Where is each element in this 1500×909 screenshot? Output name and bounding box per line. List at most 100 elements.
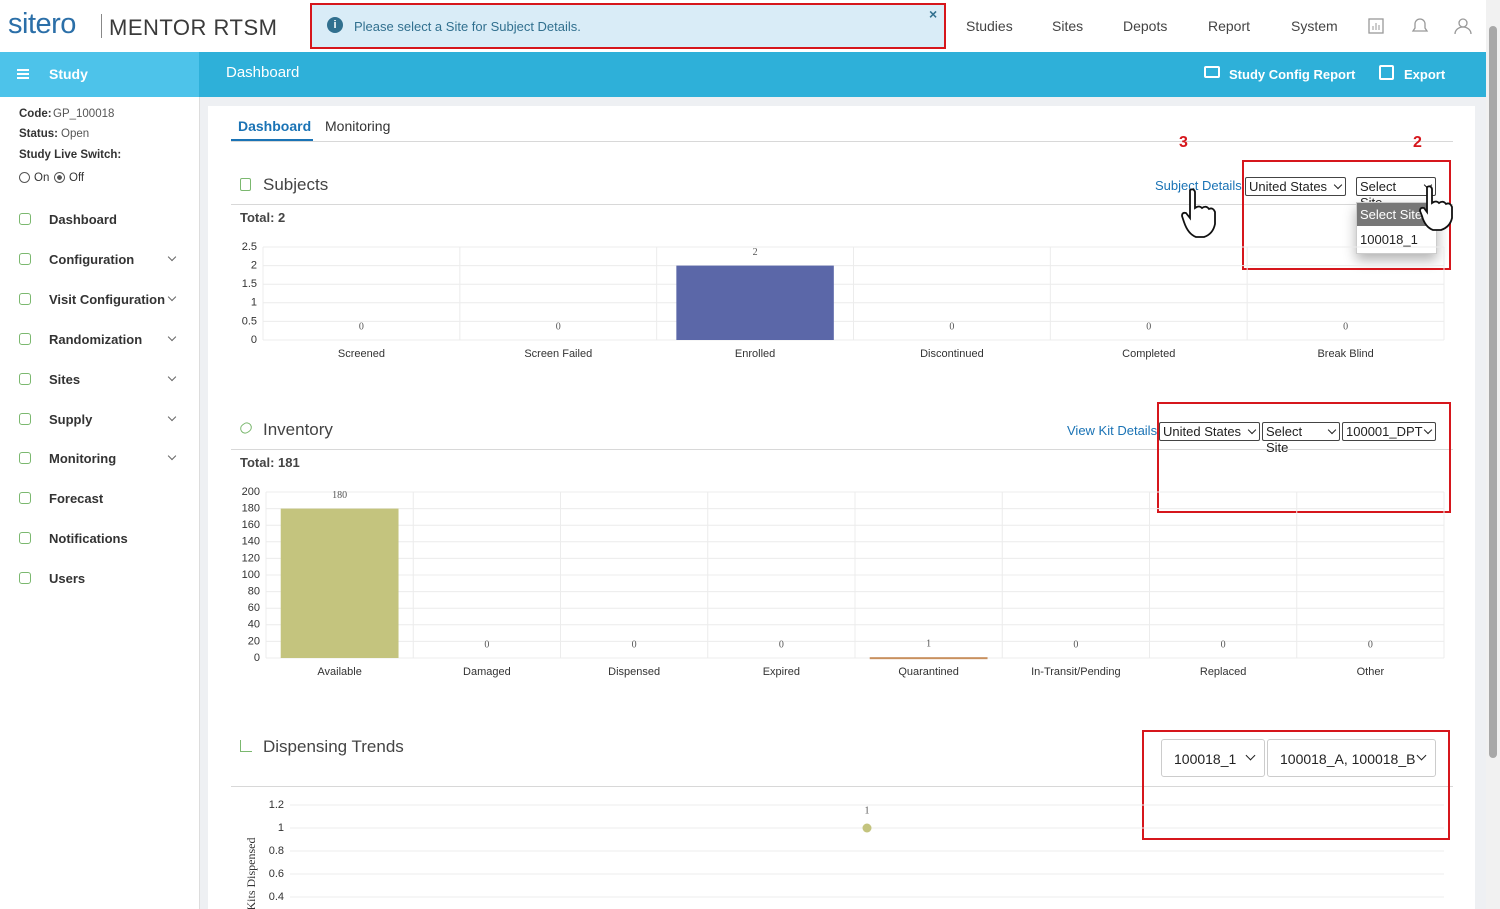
menu-item[interactable]: Sites bbox=[49, 371, 81, 387]
hand-cursor bbox=[1419, 185, 1453, 231]
country-select[interactable]: United States bbox=[1245, 177, 1346, 196]
value-label: 0 bbox=[484, 639, 489, 650]
study-config-report[interactable]: Study Config Report bbox=[1229, 67, 1356, 82]
view-kit-details-link[interactable]: View Kit Details bbox=[1067, 423, 1158, 438]
hand-cursor bbox=[1181, 188, 1216, 238]
y-tick-label: 200 bbox=[242, 486, 260, 498]
value-label: 0 bbox=[556, 321, 561, 332]
kit-select[interactable]: 100018_A, 100018_B bbox=[1267, 739, 1436, 777]
menu-icon bbox=[19, 213, 31, 225]
y-tick-label: 40 bbox=[248, 619, 260, 631]
y-tick-label: 160 bbox=[242, 519, 260, 531]
subjects-icon bbox=[240, 178, 251, 191]
report-icon[interactable] bbox=[1368, 18, 1384, 34]
total: Total: 2 bbox=[240, 210, 286, 225]
depot-select[interactable]: 100001_DPT bbox=[1342, 422, 1436, 441]
radio[interactable] bbox=[19, 172, 30, 183]
page-title: Dashboard bbox=[226, 64, 300, 81]
export-icon bbox=[1379, 65, 1394, 80]
header-icons bbox=[1368, 18, 1472, 35]
tab-divider bbox=[231, 141, 1453, 142]
point bbox=[862, 823, 872, 833]
nav-item[interactable]: Sites bbox=[1052, 18, 1084, 34]
toolbar bbox=[199, 52, 1486, 97]
section-divider bbox=[231, 449, 1453, 450]
logo-divider bbox=[101, 14, 102, 38]
menu-icon bbox=[19, 452, 31, 465]
trend-icon bbox=[240, 740, 252, 752]
value-label: 180 bbox=[332, 490, 347, 501]
scrollbar-thumb[interactable] bbox=[1489, 26, 1497, 758]
y-tick-label: 1.2 bbox=[269, 799, 284, 811]
y-tick-label: 1.5 bbox=[242, 278, 257, 290]
x-tick-label: Break Blind bbox=[1317, 348, 1373, 360]
menu-item[interactable]: Forecast bbox=[49, 491, 104, 507]
menu-item[interactable]: Configuration bbox=[49, 251, 135, 267]
live-switch-label: Study Live Switch: bbox=[19, 149, 122, 161]
sidebar-header bbox=[0, 52, 199, 97]
radio-label: On bbox=[34, 172, 50, 184]
x-tick-label: In-Transit/Pending bbox=[1031, 666, 1120, 678]
menu-item[interactable]: Visit Configuration bbox=[49, 291, 166, 307]
y-tick-label: 140 bbox=[242, 536, 260, 548]
menu-item[interactable]: Dashboard bbox=[49, 212, 117, 227]
menu-icon bbox=[19, 532, 31, 545]
x-tick-label: Screened bbox=[338, 348, 385, 360]
y-tick-label: 80 bbox=[248, 586, 260, 598]
x-tick-label: Damaged bbox=[463, 666, 511, 678]
nav-item[interactable]: Depots bbox=[1123, 18, 1168, 34]
product-name: MENTOR RTSM bbox=[109, 15, 278, 40]
x-tick-label: Enrolled bbox=[735, 348, 775, 360]
menu-item[interactable]: Notifications bbox=[49, 531, 128, 547]
menu-item[interactable]: Randomization bbox=[49, 331, 143, 347]
menu-icon bbox=[19, 252, 31, 265]
value-label: 0 bbox=[1146, 321, 1151, 332]
y-tick-label: 20 bbox=[248, 635, 260, 647]
country-select[interactable]: United States bbox=[1159, 422, 1260, 441]
value-label: 0 bbox=[1073, 639, 1078, 650]
value-label: 0 bbox=[1343, 321, 1348, 332]
alert-close[interactable]: × bbox=[929, 6, 938, 22]
menu-icon bbox=[19, 292, 31, 305]
value-label: 0 bbox=[632, 639, 637, 650]
site-select[interactable]: 100018_1 bbox=[1161, 739, 1265, 777]
alert bbox=[310, 3, 946, 49]
info-value: GP_100018 bbox=[53, 108, 115, 120]
menu-item[interactable]: Monitoring bbox=[49, 451, 117, 467]
info-label: Status: bbox=[19, 128, 58, 140]
dropdown-option[interactable]: Select Site bbox=[1357, 203, 1435, 226]
y-tick-label: 1 bbox=[278, 822, 284, 834]
menu-item[interactable]: Supply bbox=[49, 411, 93, 427]
value-label: 0 bbox=[949, 321, 954, 332]
y-axis-label: Kits Dispensed bbox=[244, 838, 258, 909]
nav-item[interactable]: Report bbox=[1208, 18, 1251, 34]
logo[interactable]: sitero bbox=[8, 8, 76, 40]
menu-icon bbox=[19, 492, 31, 505]
menu-item[interactable]: Users bbox=[49, 571, 86, 587]
menu-icon bbox=[19, 332, 31, 345]
tab[interactable]: Dashboard bbox=[238, 118, 312, 134]
y-tick-label: 0.4 bbox=[269, 891, 284, 903]
highlight-box bbox=[1142, 730, 1450, 840]
bell-icon[interactable] bbox=[1411, 18, 1429, 32]
export[interactable]: Export bbox=[1404, 67, 1446, 82]
subject-details-link[interactable]: Subject Details bbox=[1155, 178, 1242, 193]
radio-label: Off bbox=[69, 172, 85, 184]
radio[interactable] bbox=[54, 172, 65, 183]
info-icon: i bbox=[327, 17, 343, 33]
site-select[interactable]: Select Site bbox=[1262, 422, 1340, 455]
x-tick-label: Quarantined bbox=[898, 666, 959, 678]
menu-icon bbox=[19, 572, 31, 585]
hamburger[interactable] bbox=[17, 69, 29, 71]
tab[interactable]: Monitoring bbox=[325, 118, 391, 134]
nav-item[interactable]: Studies bbox=[966, 18, 1013, 34]
nav-item[interactable]: System bbox=[1291, 18, 1338, 34]
total: Total: 181 bbox=[240, 455, 300, 470]
print-icon bbox=[1204, 66, 1220, 78]
tab-underline bbox=[231, 139, 313, 141]
section-title: Dispensing Trends bbox=[263, 737, 404, 756]
y-tick-label: 2.5 bbox=[242, 241, 257, 253]
x-tick-label: Dispensed bbox=[608, 666, 660, 678]
value-label: 0 bbox=[359, 321, 364, 332]
dropdown-option[interactable]: 100018_1 bbox=[1360, 232, 1418, 247]
